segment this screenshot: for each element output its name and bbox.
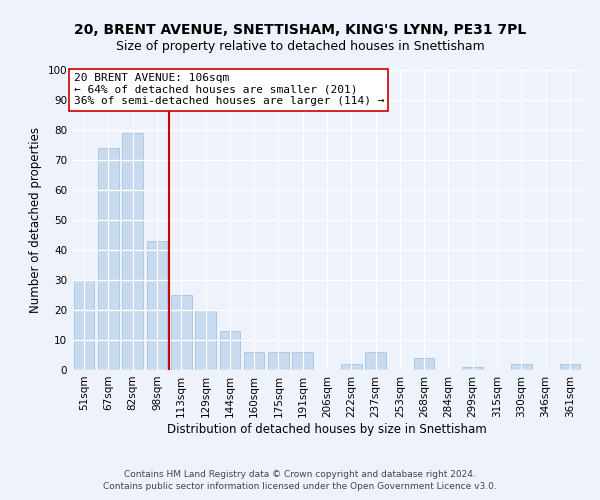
Bar <box>414 358 434 370</box>
Bar <box>341 364 362 370</box>
Y-axis label: Number of detached properties: Number of detached properties <box>29 127 42 313</box>
Bar <box>560 364 580 370</box>
Bar <box>195 310 216 370</box>
Bar <box>220 331 240 370</box>
Bar <box>74 280 94 370</box>
Text: 20 BRENT AVENUE: 106sqm
← 64% of detached houses are smaller (201)
36% of semi-d: 20 BRENT AVENUE: 106sqm ← 64% of detache… <box>74 73 384 106</box>
Text: Contains HM Land Registry data © Crown copyright and database right 2024.: Contains HM Land Registry data © Crown c… <box>124 470 476 479</box>
Bar <box>146 241 167 370</box>
Bar <box>365 352 386 370</box>
Text: Contains public sector information licensed under the Open Government Licence v3: Contains public sector information licen… <box>103 482 497 491</box>
Bar <box>98 148 119 370</box>
X-axis label: Distribution of detached houses by size in Snettisham: Distribution of detached houses by size … <box>167 422 487 436</box>
Bar <box>171 295 191 370</box>
Bar <box>463 367 483 370</box>
Bar <box>122 133 143 370</box>
Bar <box>511 364 532 370</box>
Bar <box>244 352 265 370</box>
Bar <box>292 352 313 370</box>
Text: Size of property relative to detached houses in Snettisham: Size of property relative to detached ho… <box>116 40 484 53</box>
Text: 20, BRENT AVENUE, SNETTISHAM, KING'S LYNN, PE31 7PL: 20, BRENT AVENUE, SNETTISHAM, KING'S LYN… <box>74 22 526 36</box>
Bar <box>268 352 289 370</box>
